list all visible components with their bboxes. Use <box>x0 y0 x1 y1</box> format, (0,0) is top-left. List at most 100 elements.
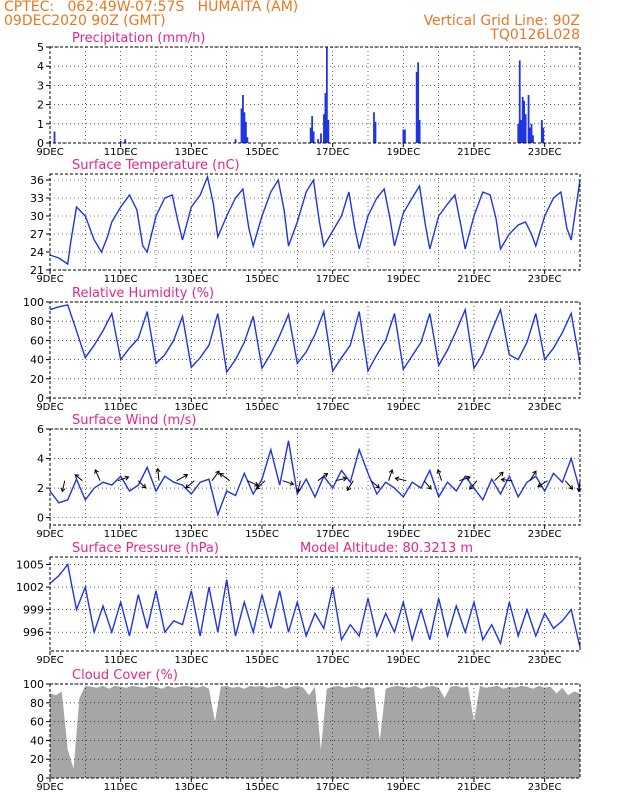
precip-bar <box>242 95 244 143</box>
temperature-line <box>49 174 581 266</box>
humidity-panel: 0 20 40 60 80 100 9DEC 11DEC 13DEC 15DEC 17DEC 19DE… <box>23 286 581 413</box>
pressure-plot-area <box>50 557 580 651</box>
y-tick-label: 40 <box>30 354 44 367</box>
x-tick-label: 17DEC <box>316 529 350 540</box>
wind-vector <box>176 474 188 482</box>
x-tick-label: 13DEC <box>174 782 208 793</box>
wind-vector <box>282 480 294 485</box>
precip-bar <box>415 71 418 143</box>
wind-vector <box>370 480 380 489</box>
precip-bar <box>517 123 520 143</box>
wind-vector <box>137 480 146 489</box>
wind-vector-head <box>375 483 380 489</box>
y-tick-label: 3 <box>37 79 44 92</box>
y-tick-label: 100 <box>23 678 44 691</box>
precipitation-plot-area <box>50 47 580 143</box>
precip-bar <box>530 123 533 143</box>
x-tick-label: 23DEC <box>528 782 562 793</box>
precip-bar <box>312 131 315 143</box>
wind-vector <box>423 480 432 490</box>
x-tick-label: 13DEC <box>174 274 208 285</box>
wind-vector <box>256 480 266 490</box>
x-tick-label: 19DEC <box>386 402 420 413</box>
pressure-title: Surface Pressure (hPa) <box>72 541 219 556</box>
y-tick-label: 80 <box>30 697 44 710</box>
wind-vector <box>437 469 443 481</box>
header-date: 09DEC2020 90Z (GMT) <box>4 13 166 29</box>
x-tick-label: 21DEC <box>457 274 491 285</box>
precip-bar <box>119 141 122 143</box>
y-tick-label: 100 <box>23 296 44 309</box>
wind-vector-head <box>427 485 432 490</box>
precip-bar <box>323 114 325 143</box>
precip-bar <box>327 119 330 143</box>
wind-vector <box>335 477 347 482</box>
wind-vector-head <box>500 477 506 483</box>
x-tick-label: 15DEC <box>245 402 279 413</box>
x-tick-label: 11DEC <box>104 782 138 793</box>
wind-panel: 0 2 4 6 9DEC 11DEC 13DEC 15DEC 17DEC 19DEC 21DEC 23… <box>36 413 582 540</box>
x-tick-label: 9DEC <box>36 529 63 540</box>
cloud-title: Cloud Cover (%) <box>72 668 178 683</box>
y-tick-label: 60 <box>30 334 44 347</box>
x-tick-label: 13DEC <box>174 147 208 158</box>
precipitation-title: Precipitation (mm/h) <box>72 31 205 46</box>
precip-bar <box>524 114 527 143</box>
wind-vector-head <box>255 485 261 490</box>
x-tick-label: 11DEC <box>104 529 138 540</box>
x-tick-label: 15DEC <box>245 274 279 285</box>
humidity-line <box>49 304 581 374</box>
wind-vector <box>185 480 195 489</box>
x-tick-label: 23DEC <box>528 529 562 540</box>
wind-vector-head <box>498 471 504 477</box>
x-tick-label: 19DEC <box>386 147 420 158</box>
y-tick-label: 40 <box>30 734 44 747</box>
precip-bar <box>529 127 531 143</box>
x-tick-label: 13DEC <box>174 655 208 666</box>
precip-bar <box>311 116 314 143</box>
precip-bar <box>521 96 524 143</box>
x-tick-label: 17DEC <box>316 402 350 413</box>
y-tick-label: 0 <box>37 512 44 525</box>
y-tick-label: 30 <box>30 210 44 223</box>
precip-bar <box>124 139 127 143</box>
y-tick-label: 5 <box>37 41 44 54</box>
precip-bar <box>246 137 249 143</box>
wind-vector <box>529 470 537 481</box>
precip-bar <box>402 129 405 143</box>
x-tick-label: 19DEC <box>386 655 420 666</box>
x-tick-label: 23DEC <box>528 655 562 666</box>
y-tick-label: 20 <box>30 373 44 386</box>
wind-vector-head <box>74 474 80 479</box>
y-tick-label: 2 <box>37 99 44 112</box>
wind-vector <box>219 473 230 482</box>
y-tick-label: 20 <box>30 753 44 766</box>
wind-vector-head <box>94 469 99 474</box>
y-tick-label: 60 <box>30 716 44 729</box>
y-tick-label: 80 <box>30 315 44 328</box>
wind-vector-head <box>296 487 302 493</box>
x-tick-label: 9DEC <box>36 782 63 793</box>
y-tick-label: 24 <box>30 246 44 259</box>
wind-vector <box>501 478 513 482</box>
precip-bar <box>309 127 312 143</box>
precip-bar <box>527 95 530 143</box>
x-tick-label: 9DEC <box>36 147 63 158</box>
precip-bar <box>542 127 545 143</box>
x-tick-label: 11DEC <box>104 655 138 666</box>
y-tick-label: 27 <box>30 228 44 241</box>
x-tick-label: 17DEC <box>316 147 350 158</box>
x-tick-label: 19DEC <box>386 782 420 793</box>
y-tick-label: 1 <box>37 118 44 131</box>
y-tick-label: 6 <box>37 423 44 436</box>
y-tick-label: 2 <box>37 482 44 495</box>
wind-vector-head <box>219 472 225 478</box>
humidity-plot-area <box>50 302 580 398</box>
precip-bar <box>234 139 237 143</box>
humidity-title: Relative Humidity (%) <box>72 286 214 301</box>
wind-vector <box>247 480 259 486</box>
wind-vector <box>61 480 66 492</box>
wind-vector-head <box>394 476 400 482</box>
x-tick-label: 21DEC <box>457 655 491 666</box>
